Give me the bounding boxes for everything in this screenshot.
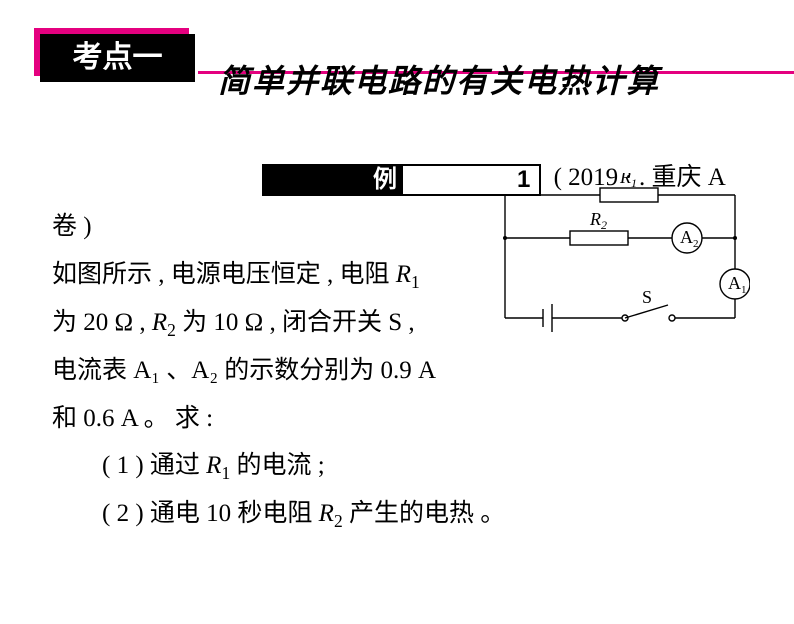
q2-d: 产生的电热 。 — [343, 500, 506, 527]
q1-a: ( 1 ) 通过 — [102, 452, 206, 479]
line1-b: R — [396, 261, 411, 288]
q1-c: 1 — [221, 463, 230, 483]
q2-c: 2 — [334, 511, 343, 531]
example-badge-left: 例 — [262, 164, 403, 196]
circuit-diagram: R1 A2 R2 A1 S — [490, 173, 750, 333]
q2-a: ( 2 ) 通电 10 秒电阻 — [102, 500, 319, 527]
question-2: ( 2 ) 通电 10 秒电阻 R2 产生的电热 。 — [52, 490, 742, 538]
q1-b: R — [206, 452, 221, 479]
line2-b: R — [152, 309, 167, 336]
label-r2: R2 — [589, 209, 607, 232]
node-left-mid — [503, 236, 507, 240]
problem-line2: 为 20 Ω , R2 为 10 Ω , 闭合开关 S , — [52, 309, 415, 336]
example-badge: 例1 — [157, 156, 541, 204]
line1-c: 1 — [411, 272, 420, 292]
topic-badge: 考点一 — [0, 28, 200, 84]
problem-line3: 电流表 A₁ 、A₂ 的示数分别为 0.9 A — [52, 357, 436, 384]
line2-a: 为 20 Ω , — [52, 309, 152, 336]
badge-text: 考点一 — [40, 34, 195, 82]
resistor-r1 — [600, 188, 658, 202]
resistor-r2 — [570, 231, 628, 245]
line2-c: 2 — [167, 320, 176, 340]
problem-line4: 和 0.6 A 。 求 : — [52, 405, 213, 432]
q1-d: 的电流 ; — [230, 452, 324, 479]
node-right-mid — [733, 236, 737, 240]
line1-a: 如图所示 , 电源电压恒定 , 电阻 — [52, 261, 396, 288]
q2-b: R — [319, 500, 334, 527]
label-s: S — [642, 287, 652, 307]
line2-d: 为 10 Ω , 闭合开关 S , — [176, 309, 415, 336]
question-1: ( 1 ) 通过 R1 的电流 ; — [52, 442, 742, 490]
problem-line1: 如图所示 , 电源电压恒定 , 电阻 R1 — [52, 261, 420, 288]
switch-node-right — [669, 315, 675, 321]
